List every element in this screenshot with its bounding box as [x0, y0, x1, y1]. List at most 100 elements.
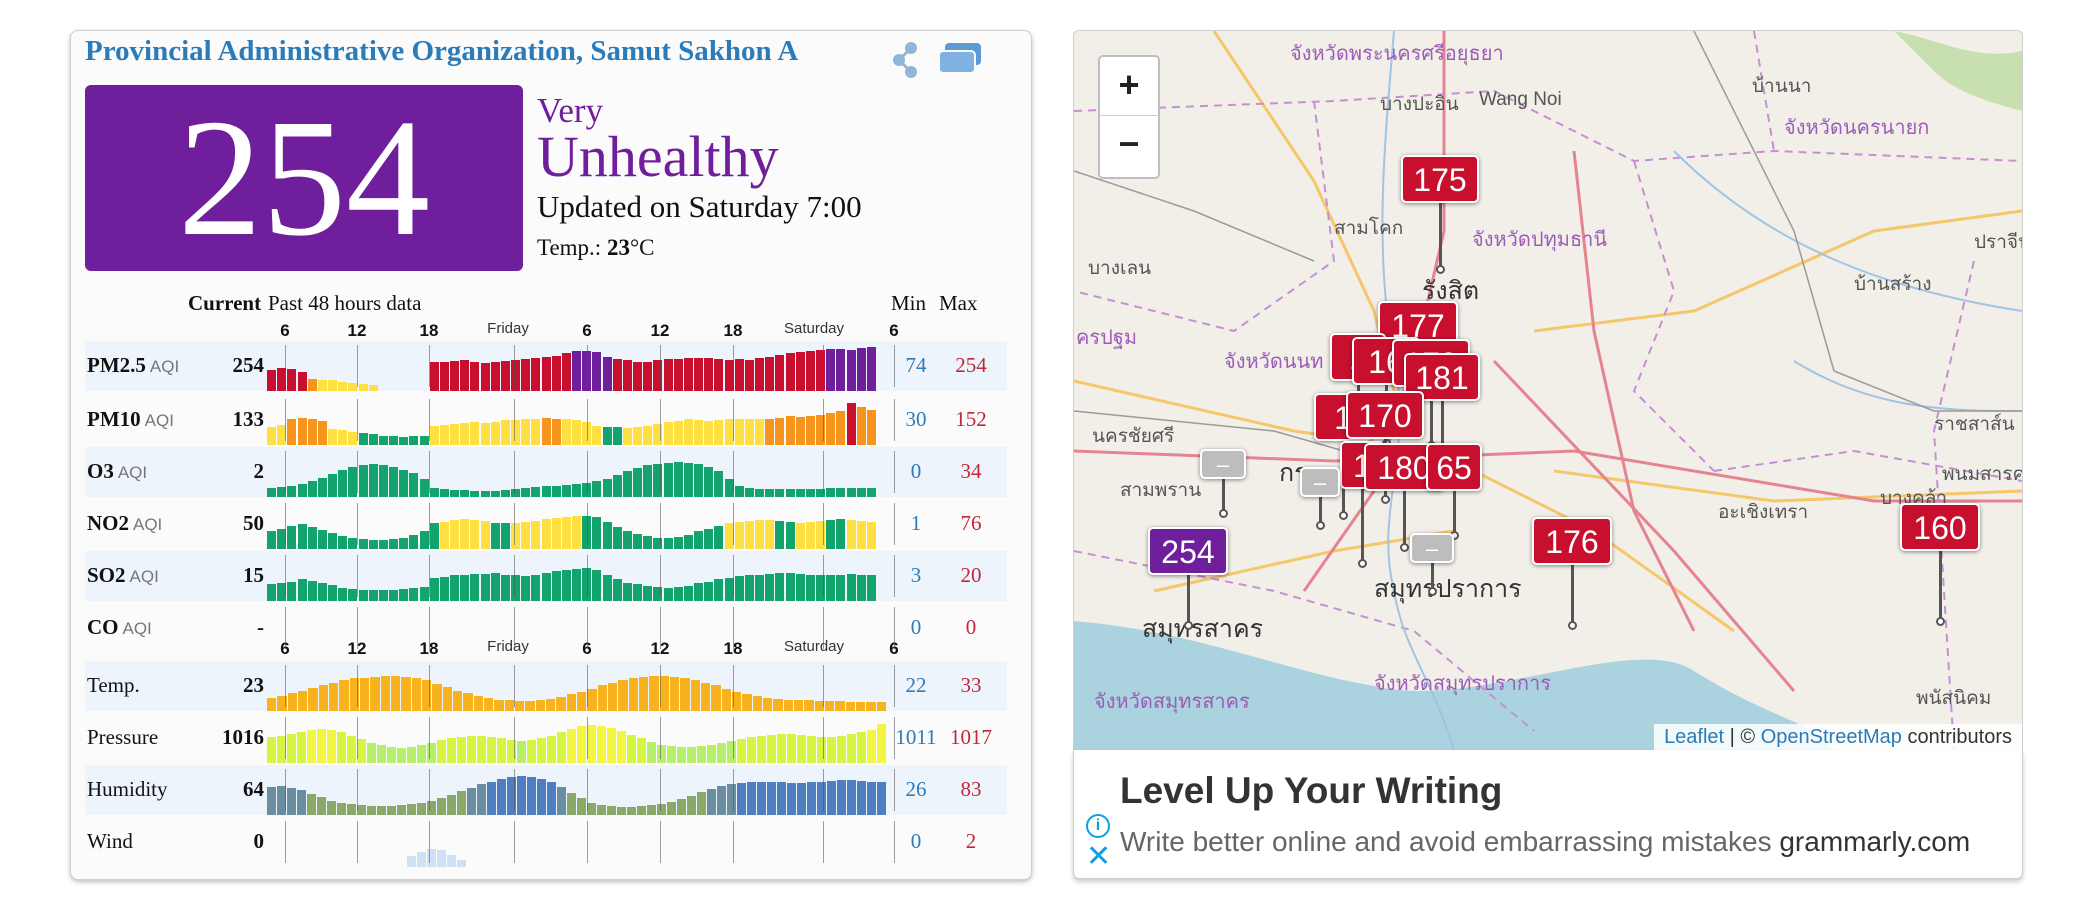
day-divider-line [514, 345, 515, 387]
pollutant-row[interactable]: Pressure 1016 1011 1017 [85, 713, 1007, 763]
history-bar [267, 787, 276, 815]
windows-icon[interactable] [937, 39, 983, 79]
history-bar [724, 360, 734, 391]
station-marker[interactable]: – [1300, 467, 1340, 530]
station-marker[interactable]: 181 [1404, 353, 1480, 460]
pollutant-row[interactable]: NO2 AQI 50 1 76 [85, 499, 1007, 549]
station-marker[interactable]: 170 [1346, 391, 1424, 504]
history-bar [358, 465, 368, 497]
history-bar [460, 423, 470, 445]
history-sparkline[interactable] [267, 713, 895, 763]
history-bar [592, 352, 602, 391]
history-bar [427, 801, 436, 815]
day-divider-line [823, 665, 824, 707]
history-bar [816, 350, 826, 391]
history-sparkline[interactable] [267, 817, 895, 867]
history-bar [877, 782, 886, 815]
history-bar [348, 467, 358, 497]
station-marker[interactable]: – [1410, 533, 1454, 596]
zoom-out-button[interactable]: − [1100, 115, 1158, 174]
history-sparkline[interactable] [267, 765, 895, 815]
history-bar [287, 582, 297, 601]
history-bar [737, 783, 746, 815]
ad-banner[interactable]: i ✕ Level Up Your Writing Write better o… [1073, 750, 2023, 879]
history-sparkline[interactable] [267, 603, 895, 653]
row-min: 0 [910, 459, 922, 483]
history-bar [633, 362, 643, 391]
station-marker[interactable]: 65 [1426, 443, 1482, 540]
history-bar [807, 736, 816, 763]
ad-text[interactable]: Write better online and avoid embarrassi… [1120, 826, 1970, 858]
history-bar [338, 382, 348, 391]
osm-link[interactable]: OpenStreetMap [1760, 726, 1902, 748]
row-name: PM10 AQI [87, 407, 174, 432]
day-divider-line [660, 503, 661, 545]
history-bar [577, 726, 586, 763]
history-bar [592, 481, 602, 497]
station-title[interactable]: Provincial Administrative Organization, … [85, 35, 799, 67]
history-bar [704, 582, 714, 601]
history-bar [627, 735, 636, 763]
history-bar [397, 748, 406, 763]
station-marker[interactable]: – [1200, 449, 1246, 518]
history-bar [690, 680, 700, 711]
attribution-contributors: contributors [1901, 726, 2012, 748]
history-sparkline[interactable] [267, 499, 895, 549]
day-divider-line [587, 717, 588, 759]
pollutant-row[interactable]: Humidity 64 26 83 [85, 765, 1007, 815]
history-bar [724, 479, 734, 497]
history-bar [339, 680, 349, 711]
row-unit: AQI [144, 411, 174, 430]
share-icon[interactable] [889, 39, 921, 81]
ad-domain[interactable]: grammarly.com [1779, 826, 1971, 857]
row-min: 3 [910, 563, 922, 587]
day-divider-line [733, 665, 734, 707]
history-bar [297, 790, 306, 815]
history-sparkline[interactable] [267, 395, 895, 445]
station-marker[interactable]: 160 [1900, 503, 1980, 626]
leaflet-link[interactable]: Leaflet [1664, 726, 1725, 748]
station-marker[interactable]: 176 [1532, 517, 1612, 630]
pollutant-row[interactable]: CO AQI - 0 0 [85, 603, 1007, 653]
history-sparkline[interactable] [267, 551, 895, 601]
history-bar [622, 531, 632, 549]
ad-close-icon[interactable]: ✕ [1086, 840, 1112, 873]
aqi-level: Unhealthy [537, 124, 779, 189]
history-sparkline[interactable] [267, 447, 895, 497]
pollutant-row[interactable]: PM2.5 AQI 254 74 254 [85, 341, 1007, 391]
pollutant-row[interactable]: SO2 AQI 15 3 20 [85, 551, 1007, 601]
history-bar [826, 520, 836, 549]
history-sparkline[interactable] [267, 341, 895, 391]
history-bar [267, 698, 277, 711]
row-label: SO2 [87, 563, 126, 587]
map-place-label: ราชสาส์น [1934, 414, 2015, 435]
history-bar [817, 737, 826, 763]
pollutant-row[interactable]: O3 AQI 2 0 34 [85, 447, 1007, 497]
history-sparkline[interactable] [267, 661, 895, 711]
ad-title[interactable]: Level Up Your Writing [1120, 770, 1503, 811]
map-place-label: สมุทรสาคร [1142, 615, 1264, 643]
history-bar [297, 372, 307, 391]
history-bar [566, 694, 576, 711]
day-divider-line [429, 717, 430, 759]
history-bar [507, 777, 516, 815]
history-bar [694, 464, 704, 497]
history-bar [587, 803, 596, 815]
history-bar [511, 420, 521, 445]
history-bar [389, 436, 399, 445]
history-bar [633, 468, 643, 497]
history-bar [757, 736, 766, 763]
pollutant-row[interactable]: PM10 AQI 133 30 152 [85, 395, 1007, 445]
map-place-label: สามพราน [1120, 480, 1202, 501]
pollutant-row[interactable]: Wind 0 0 2 [85, 817, 1007, 867]
history-bar [827, 737, 836, 763]
station-marker[interactable]: 254 [1148, 527, 1228, 630]
day-divider-line [514, 821, 515, 863]
station-marker[interactable]: 175 [1401, 155, 1479, 274]
pollutant-row[interactable]: Temp. 23 22 33 [85, 661, 1007, 711]
map-place-label: สมุทรปราการ [1374, 575, 1522, 603]
map[interactable]: + − จังหวัดพระนครศรีอยุธยา บางปะอิน Wang N… [1073, 30, 2023, 751]
history-bar [582, 483, 592, 497]
zoom-in-button[interactable]: + [1118, 64, 1140, 105]
ad-info-icon[interactable]: i [1086, 814, 1110, 838]
